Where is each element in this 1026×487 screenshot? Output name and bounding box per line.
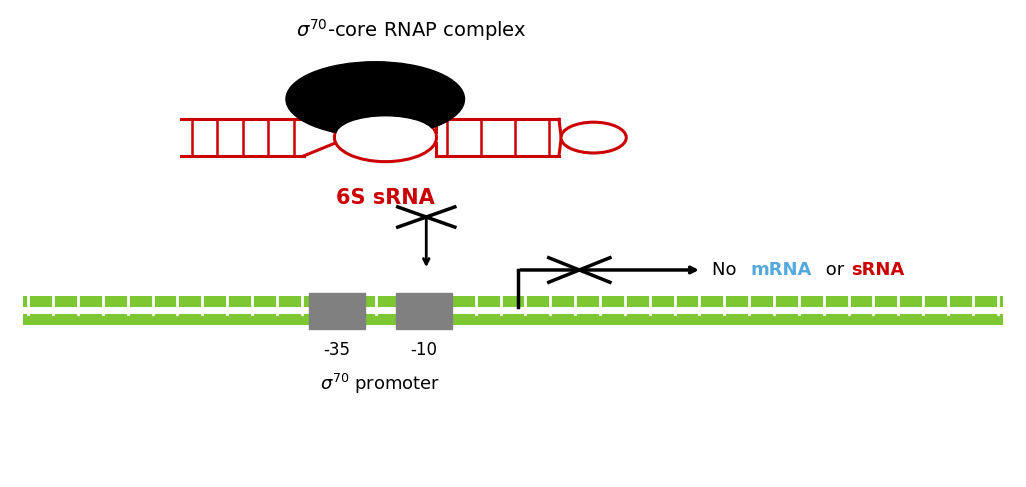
Text: -35: -35 (323, 341, 351, 359)
Text: No: No (712, 261, 742, 279)
Text: $\sigma^{70}$-core RNAP complex: $\sigma^{70}$-core RNAP complex (295, 17, 526, 43)
Bar (24, 297, 1002, 307)
Text: 6S sRNA: 6S sRNA (337, 188, 435, 208)
Bar (396, 293, 451, 329)
Ellipse shape (286, 62, 465, 136)
Bar (309, 293, 365, 329)
Text: -10: -10 (410, 341, 437, 359)
Text: $\sigma^{70}$ promoter: $\sigma^{70}$ promoter (320, 372, 440, 396)
Ellipse shape (337, 117, 434, 153)
Text: or: or (820, 261, 851, 279)
Text: sRNA: sRNA (851, 261, 904, 279)
Bar (24, 315, 1002, 325)
Text: mRNA: mRNA (751, 261, 813, 279)
